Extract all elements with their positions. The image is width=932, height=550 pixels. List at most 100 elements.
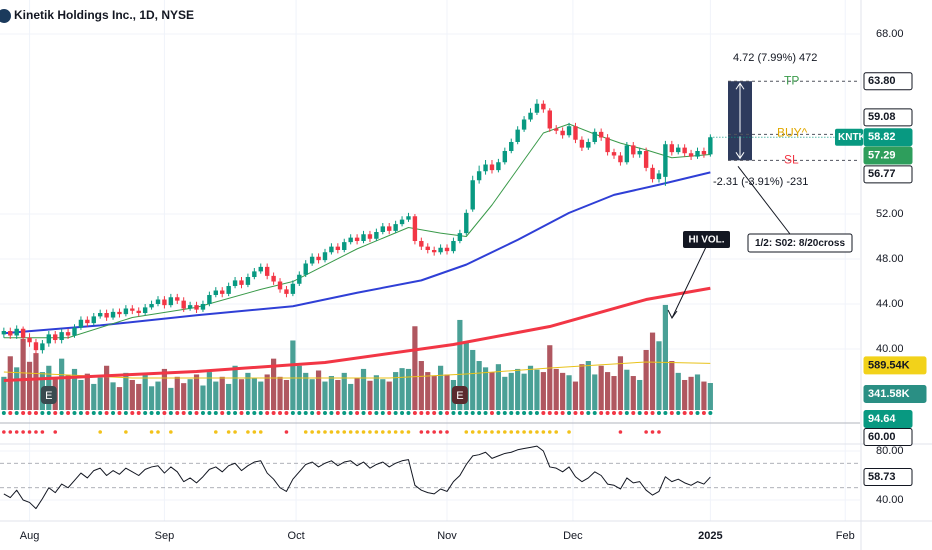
last-price-tag-text: 58.82 [868,131,896,143]
signal-dot [528,411,533,415]
signal-dot [534,411,539,415]
signal-dot [8,411,13,415]
candle-body [207,295,212,305]
callout-box [747,233,853,253]
volume-bar [315,370,322,410]
candle-body [220,290,225,294]
signal-dot [438,430,443,434]
candle-body [284,289,289,294]
volume-bar [579,364,585,410]
candle-body [515,129,520,142]
moving-average [3,286,711,383]
volume-bar [65,375,71,410]
candle-body [412,216,418,242]
volume-bar [110,382,116,410]
signal-dot [502,411,507,415]
earnings-label: E [45,390,52,402]
entry-tag-text: 59.08 [868,111,896,123]
tp-tag-text: 63.80 [868,75,896,87]
signal-dot [464,430,469,434]
signal-dot [323,430,327,434]
volume-bar [399,368,405,410]
signal-dot [432,411,437,415]
volume-bar [495,364,502,410]
signal-dot [624,411,629,415]
signal-dot [451,411,456,415]
candle-body [175,297,180,301]
volume-bar [560,372,566,410]
volume-bar [585,361,591,410]
signal-dot [393,411,398,415]
position-target-text: 4.72 (7.99%) 472 [733,52,817,64]
signal-dot [644,430,648,434]
signal-dot [605,411,610,415]
signal-dot [682,411,687,415]
signal-dot [123,411,128,415]
volume-bar [540,372,546,410]
signal-dot [252,411,257,415]
signal-dot [14,430,19,434]
volume-bar [213,381,219,410]
signal-dot [445,430,449,434]
volume-bar [155,381,161,410]
volume-bar [515,368,521,410]
volume-avg-tag-text: 589.54K [868,359,910,371]
candle-body [303,263,308,275]
signal-dot [541,430,546,434]
signal-dot [181,411,186,415]
signal-dot [316,411,321,415]
candle-body [528,112,533,120]
signal-dot [509,411,514,415]
volume-bar [174,376,180,410]
candle-body [489,164,495,171]
signal-dot [53,430,58,434]
volume-average [3,361,711,379]
volume-bar [142,374,148,410]
volume-bar [26,361,33,410]
signal-dot [490,430,494,434]
candle-body [91,316,96,324]
signal-dot [567,430,571,434]
candle-body [181,300,186,309]
signal-dot [278,411,283,415]
volume-bar [136,383,142,410]
signal-dot [14,411,19,415]
volume-bar [463,341,469,410]
candle-body [438,247,443,253]
candle-body [342,242,347,251]
volume-bar [630,376,636,410]
signal-dot [239,411,244,415]
tp-text: TP [784,73,799,87]
signal-dot [361,411,366,415]
signal-dot [72,411,77,415]
volume-bar [425,372,431,410]
volume-bar [296,365,302,410]
candle-body [194,305,199,310]
signal-tag [863,428,913,446]
rsi-tick-label: 80.00 [876,445,904,457]
candle-body [297,274,302,284]
volume-bar [20,338,26,410]
signal-dot [169,430,173,434]
x-tick-label: Oct [288,530,305,542]
volume-bar [598,365,604,410]
signal-dot [618,411,623,415]
signal-dot [701,411,706,415]
candle-body [136,310,141,314]
volume-bar [476,361,482,410]
signal-dot [104,411,109,415]
position-stop-text: -2.31 (-3.91%) -231 [713,176,808,188]
signal-dot [34,430,38,434]
candle-body [643,150,649,168]
volume-bar [226,383,232,410]
signal-dot [143,411,148,415]
signal-dot [644,411,649,415]
candle-body [361,234,366,242]
volume-bar [161,368,168,410]
candle-body [496,162,501,171]
candle-body [380,226,385,233]
signal-dot [592,411,597,415]
signal-dot [136,411,141,415]
candle-body [348,237,353,243]
volume-bar [168,387,174,410]
